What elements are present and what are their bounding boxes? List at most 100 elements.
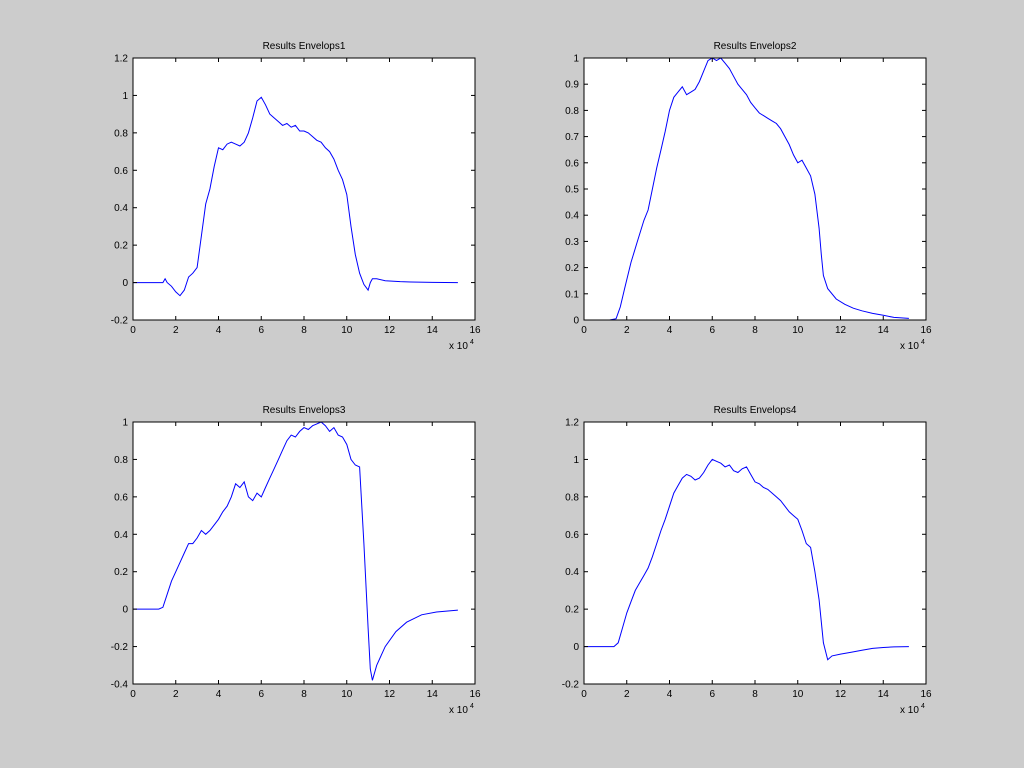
y-tick-label: 0.3 xyxy=(565,237,579,248)
y-tick-label: 0.2 xyxy=(114,567,128,578)
x-exponent-power: 4 xyxy=(921,339,925,346)
x-tick-label: 6 xyxy=(709,325,715,336)
subplot-title: Results Envelops3 xyxy=(263,405,346,416)
y-tick-label: -0.4 xyxy=(111,680,129,691)
x-tick-label: 14 xyxy=(427,325,439,336)
y-tick-labels: 0 0.1 0.2 0.3 0.4 0.5 0.6 0.7 0.8 0.9 1 xyxy=(565,54,926,327)
x-exponent-base: x 10 xyxy=(449,341,468,352)
x-exponent-base: x 10 xyxy=(900,705,919,716)
y-tick-labels: -0.2 0 0.2 0.4 0.6 0.8 1 1.2 xyxy=(111,54,475,327)
x-tick-label: 2 xyxy=(173,689,179,700)
axes-face xyxy=(133,58,475,320)
axes-box xyxy=(132,57,476,321)
y-tick-label: 0.6 xyxy=(114,166,128,177)
axes-box xyxy=(583,57,927,321)
series-line xyxy=(584,458,909,661)
x-tick-label: 2 xyxy=(173,325,179,336)
y-tick-label: 0 xyxy=(122,605,128,616)
x-tick-label: 0 xyxy=(130,325,136,336)
series-line xyxy=(133,96,458,297)
x-tick-label: 12 xyxy=(835,689,847,700)
series-line xyxy=(584,57,909,321)
x-tick-label: 0 xyxy=(130,689,136,700)
y-tick-label: 0 xyxy=(122,278,128,289)
y-tick-label: 1 xyxy=(122,418,128,429)
x-tick-label: 16 xyxy=(469,689,481,700)
x-exponent-base: x 10 xyxy=(449,705,468,716)
y-tick-label: 1 xyxy=(573,54,579,65)
x-tick-label: 12 xyxy=(835,325,847,336)
x-tick-label: 14 xyxy=(878,325,890,336)
y-tick-label: 0.6 xyxy=(565,530,579,541)
x-tick-label: 10 xyxy=(341,325,353,336)
x-tick-label: 16 xyxy=(920,325,932,336)
x-tick-label: 8 xyxy=(301,689,307,700)
x-exponent-base: x 10 xyxy=(900,341,919,352)
y-tick-label: 0.8 xyxy=(565,492,579,503)
x-tick-label: 8 xyxy=(301,325,307,336)
y-tick-label: 1 xyxy=(122,91,128,102)
x-tick-label: 8 xyxy=(752,689,758,700)
y-tick-label: 0.2 xyxy=(565,605,579,616)
y-tick-label: 0.9 xyxy=(565,80,579,91)
y-tick-label: 0.6 xyxy=(565,158,579,169)
x-tick-label: 0 xyxy=(581,325,587,336)
x-tick-label: 0 xyxy=(581,689,587,700)
x-tick-label: 14 xyxy=(878,689,890,700)
x-tick-labels: 0 2 4 6 8 10 12 14 16 xyxy=(130,422,481,700)
x-tick-label: 14 xyxy=(427,689,439,700)
x-tick-label: 8 xyxy=(752,325,758,336)
y-tick-label: 0 xyxy=(573,316,579,327)
y-tick-label: 0.7 xyxy=(565,132,579,143)
y-tick-label: 0.4 xyxy=(565,567,579,578)
x-tick-label: 4 xyxy=(216,325,222,336)
subplot-2: Results Envelops2 0 2 4 6 8 10 12 14 16 00.10.20… xyxy=(565,41,932,352)
x-exponent-power: 4 xyxy=(470,339,474,346)
x-tick-label: 4 xyxy=(667,325,673,336)
y-tick-label: 0.4 xyxy=(114,530,128,541)
axes-box xyxy=(132,421,476,685)
y-tick-label: 0.6 xyxy=(114,492,128,503)
x-tick-label: 4 xyxy=(216,689,222,700)
subplot-title: Results Envelops2 xyxy=(714,41,797,52)
x-exponent-power: 4 xyxy=(470,703,474,710)
subplot-title: Results Envelops1 xyxy=(263,41,346,52)
axes-box xyxy=(583,421,927,685)
x-exponent-power: 4 xyxy=(921,703,925,710)
y-tick-label: 0.4 xyxy=(565,211,579,222)
axes-face xyxy=(133,422,475,684)
x-tick-label: 10 xyxy=(341,689,353,700)
subplot-4: Results Envelops4 0 2 4 6 8 10 12 14 16 -0.200.2… xyxy=(562,405,932,716)
y-tick-label: 0.1 xyxy=(565,289,579,300)
x-tick-label: 6 xyxy=(709,689,715,700)
y-tick-label: -0.2 xyxy=(111,642,129,653)
y-tick-label: -0.2 xyxy=(562,680,580,691)
subplot-title: Results Envelops4 xyxy=(714,405,797,416)
x-tick-label: 4 xyxy=(667,689,673,700)
subplot-1: Results Envelops1 0 2 4 6 8 10 12 14 16 -0.200.2… xyxy=(111,41,481,352)
y-tick-label: 1.2 xyxy=(114,54,128,65)
x-tick-label: 12 xyxy=(384,689,396,700)
axes-face xyxy=(584,422,926,684)
y-tick-label: 0 xyxy=(573,642,579,653)
x-tick-label: 16 xyxy=(469,325,481,336)
y-tick-label: 0.2 xyxy=(114,241,128,252)
axes-face xyxy=(584,58,926,320)
x-tick-label: 10 xyxy=(792,325,804,336)
y-tick-label: 0.2 xyxy=(565,263,579,274)
y-tick-label: -0.2 xyxy=(111,316,129,327)
y-tick-label: 1 xyxy=(573,455,579,466)
y-tick-label: 0.8 xyxy=(565,106,579,117)
x-tick-label: 2 xyxy=(624,689,630,700)
y-tick-label: 0.8 xyxy=(114,455,128,466)
subplot-3: Results Envelops3 0 2 4 6 8 10 12 14 16 -0.4-0.2… xyxy=(111,405,481,716)
x-tick-label: 6 xyxy=(258,325,264,336)
y-tick-label: 0.8 xyxy=(114,128,128,139)
x-tick-label: 12 xyxy=(384,325,396,336)
series-line xyxy=(133,421,458,681)
x-tick-label: 16 xyxy=(920,689,932,700)
y-tick-label: 1.2 xyxy=(565,418,579,429)
x-tick-label: 6 xyxy=(258,689,264,700)
x-tick-label: 2 xyxy=(624,325,630,336)
